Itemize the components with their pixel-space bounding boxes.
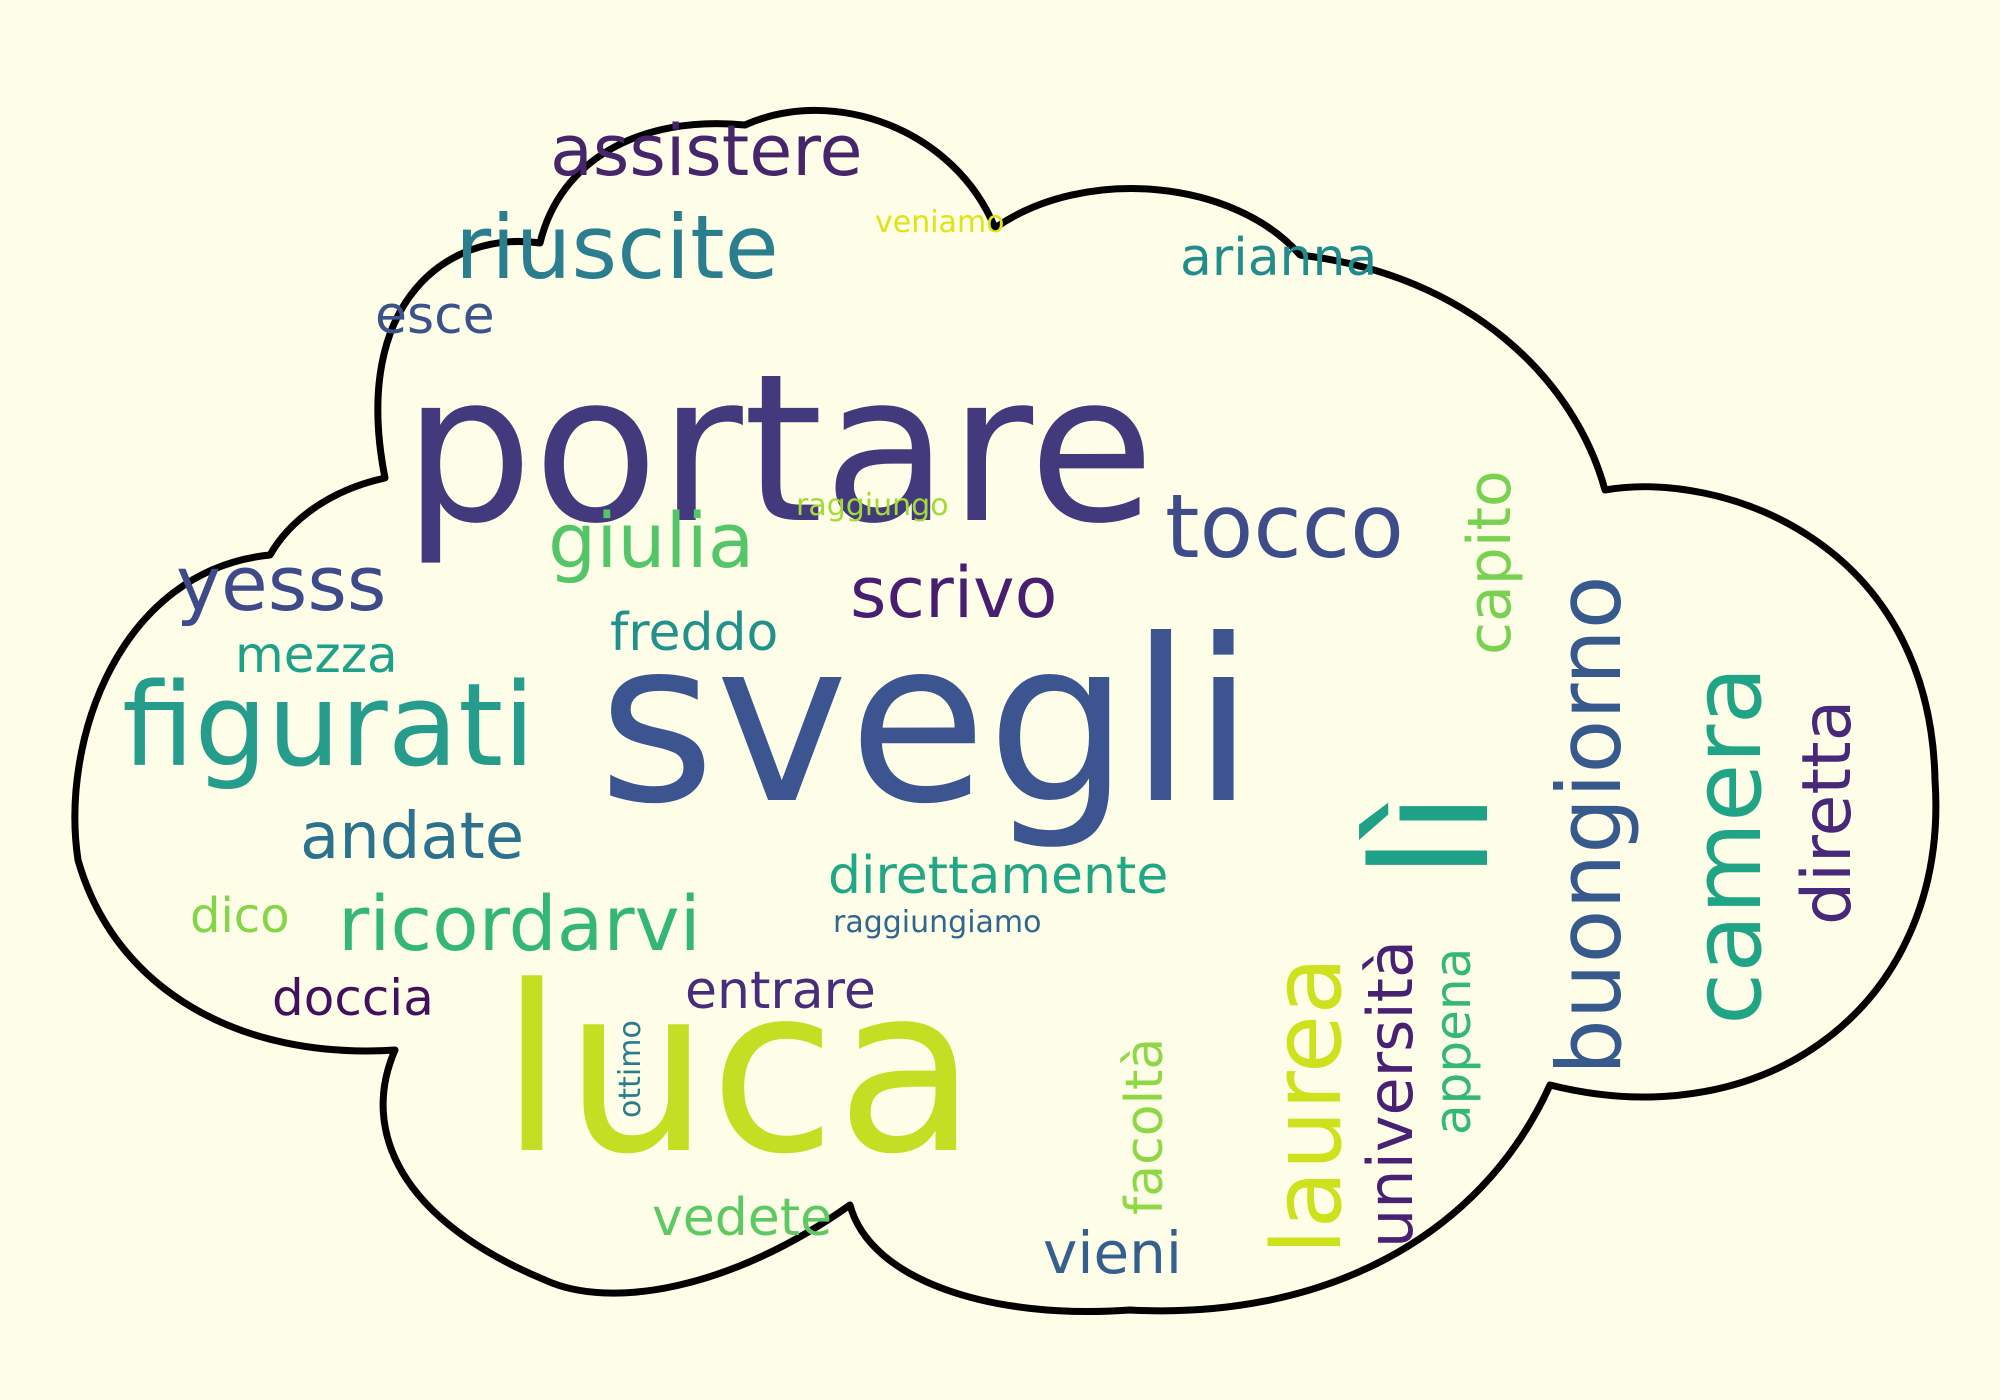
word-dico: dico — [190, 888, 290, 944]
word-raggiungiamo: raggiungiamo — [833, 905, 1042, 940]
word-appena: appena — [1424, 948, 1482, 1135]
word-ricordarvi: ricordarvi — [338, 879, 701, 968]
word-vedete: vedete — [652, 1188, 832, 1248]
word-diretta: diretta — [1788, 700, 1867, 925]
word-tocco: tocco — [1165, 475, 1404, 578]
word-universita: università — [1354, 940, 1427, 1248]
word-ottimo: ottimo — [613, 1020, 648, 1118]
word-mezza: mezza — [235, 626, 398, 684]
word-buongiorno: buongiorno — [1538, 575, 1641, 1075]
word-figurati: figurati — [122, 659, 535, 793]
word-esce: esce — [375, 286, 495, 346]
word-doccia: doccia — [272, 969, 434, 1027]
cloud-outline — [71, 106, 1940, 1316]
word-facolta: facoltà — [1115, 1038, 1175, 1215]
word-svegli: svegli — [598, 592, 1255, 854]
word-assistere: assistere — [550, 110, 863, 192]
word-li: lì — [1338, 791, 1525, 880]
word-andate: andate — [300, 800, 524, 874]
word-arianna: arianna — [1180, 228, 1377, 288]
word-riuscite: riuscite — [455, 196, 779, 299]
word-direttamente: direttamente — [828, 846, 1168, 906]
word-freddo: freddo — [610, 603, 778, 663]
word-portare: portare — [403, 331, 1155, 569]
word-giulia: giulia — [548, 496, 754, 585]
words-layer: portare svegli luca figurati assistere r… — [122, 110, 1867, 1287]
word-camera: camera — [1673, 666, 1783, 1025]
word-laurea: laurea — [1253, 957, 1363, 1255]
word-luca: luca — [500, 938, 977, 1205]
word-yesss: yesss — [176, 539, 387, 628]
word-veniamo: veniamo — [875, 205, 1005, 240]
word-capito: capito — [1455, 470, 1525, 655]
word-vieni: vieni — [1043, 1219, 1182, 1287]
word-entrare: entrare — [685, 961, 876, 1021]
word-raggiungo: raggiungo — [796, 488, 949, 523]
word-scrivo: scrivo — [850, 552, 1057, 634]
